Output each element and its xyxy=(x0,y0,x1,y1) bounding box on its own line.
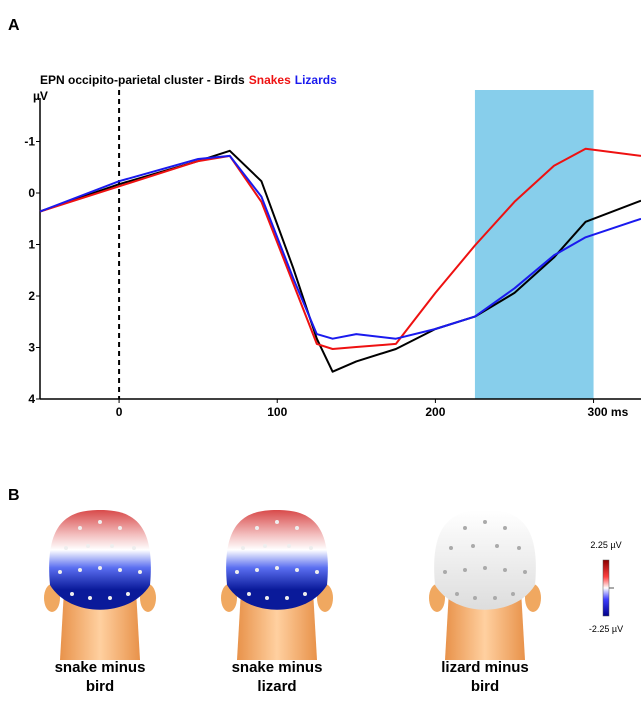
electrode xyxy=(241,546,245,550)
x-tick-label: 200 xyxy=(425,405,445,419)
electrode xyxy=(126,592,130,596)
chart-title: EPN occipito-parietal cluster - Birds Sna… xyxy=(40,73,337,87)
electrode xyxy=(295,526,299,530)
electrode xyxy=(303,592,307,596)
map-caption: snake minus xyxy=(55,659,146,676)
electrode xyxy=(78,526,82,530)
electrode xyxy=(483,520,487,524)
electrode xyxy=(88,596,92,600)
electrode xyxy=(86,544,90,548)
electrode xyxy=(247,592,251,596)
electrode xyxy=(265,596,269,600)
legend-entry: Snakes xyxy=(249,73,291,87)
x-tick-label: 300 ms xyxy=(588,405,629,419)
electrode xyxy=(275,566,279,570)
colorbar-label: 2.25 µV xyxy=(590,540,621,550)
series-line xyxy=(39,147,641,350)
electrode xyxy=(483,566,487,570)
electrode xyxy=(495,544,499,548)
electrode xyxy=(295,568,299,572)
electrode xyxy=(315,570,319,574)
electrode xyxy=(263,544,267,548)
electrode xyxy=(287,544,291,548)
map-caption: bird xyxy=(471,678,499,695)
neck xyxy=(445,590,525,660)
electrode xyxy=(523,570,527,574)
scalp xyxy=(49,510,151,610)
electrode xyxy=(503,568,507,572)
title-text: EPN occipito-parietal cluster - xyxy=(40,73,214,87)
highlight-window xyxy=(474,90,594,399)
electrode xyxy=(309,546,313,550)
map-caption: snake minus xyxy=(232,659,323,676)
map-caption: bird xyxy=(86,678,114,695)
series-line xyxy=(39,154,641,340)
electrode xyxy=(98,566,102,570)
map-caption: lizard xyxy=(257,678,296,695)
electrode xyxy=(463,526,467,530)
y-tick-label: 1 xyxy=(28,238,35,252)
electrode xyxy=(64,546,68,550)
map-caption: lizard minus xyxy=(441,659,529,676)
neck xyxy=(237,590,317,660)
y-axis-label: µV xyxy=(33,89,48,103)
electrode xyxy=(255,568,259,572)
y-tick-label: 3 xyxy=(28,341,35,355)
colorbar-label: -2.25 µV xyxy=(589,624,623,634)
y-tick-label: 0 xyxy=(28,186,35,200)
legend-entry: Birds xyxy=(214,73,245,87)
topomap: snake minus lizard xyxy=(221,510,333,695)
neck xyxy=(60,590,140,660)
electrode xyxy=(98,520,102,524)
electrode xyxy=(138,570,142,574)
electrode xyxy=(118,568,122,572)
series-line xyxy=(39,149,641,373)
electrode xyxy=(108,596,112,600)
electrode xyxy=(70,592,74,596)
panel-label: B xyxy=(8,487,20,504)
electrode xyxy=(455,592,459,596)
x-tick-label: 100 xyxy=(267,405,287,419)
plot: -1 0 1 2 3 4 0 100 200 300 ms xyxy=(24,90,641,419)
electrode xyxy=(118,526,122,530)
electrode xyxy=(517,546,521,550)
electrode xyxy=(58,570,62,574)
electrode xyxy=(255,526,259,530)
electrode xyxy=(235,570,239,574)
electrode xyxy=(449,546,453,550)
electrode xyxy=(503,526,507,530)
electrode xyxy=(110,544,114,548)
topomap: snake minus bird xyxy=(44,510,156,695)
y-tick-label: -1 xyxy=(24,135,35,149)
electrode xyxy=(443,570,447,574)
y-tick-label: 2 xyxy=(28,289,35,303)
electrode xyxy=(471,544,475,548)
x-tick-label: 0 xyxy=(116,405,123,419)
topomap: lizard minus bird xyxy=(429,510,541,695)
electrode xyxy=(132,546,136,550)
scalp xyxy=(434,510,536,610)
y-tick-label: 4 xyxy=(28,392,35,406)
electrode xyxy=(493,596,497,600)
panel-label: A xyxy=(8,17,20,34)
electrode xyxy=(511,592,515,596)
electrode xyxy=(473,596,477,600)
topomaps: snake minus bird snake minus lizard lizard m… xyxy=(44,510,541,695)
electrode xyxy=(78,568,82,572)
legend-entry: Lizards xyxy=(295,73,337,87)
electrode xyxy=(285,596,289,600)
electrode xyxy=(275,520,279,524)
scalp xyxy=(226,510,328,610)
colorbar xyxy=(602,559,610,617)
electrode xyxy=(463,568,467,572)
